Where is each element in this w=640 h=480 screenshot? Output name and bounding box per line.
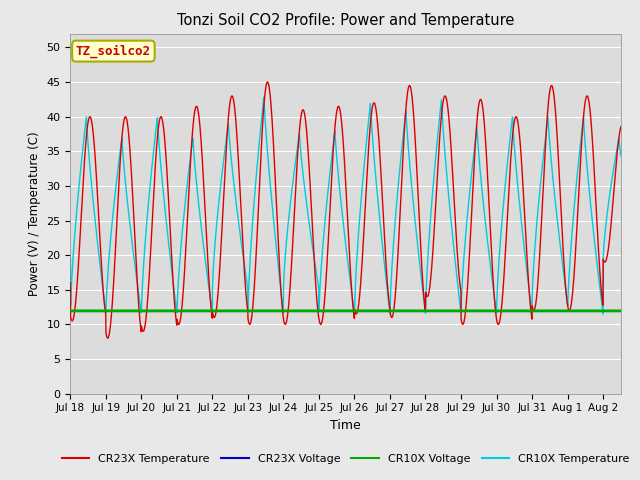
Legend: CR23X Temperature, CR23X Voltage, CR10X Voltage, CR10X Temperature: CR23X Temperature, CR23X Voltage, CR10X … (57, 450, 634, 468)
Title: Tonzi Soil CO2 Profile: Power and Temperature: Tonzi Soil CO2 Profile: Power and Temper… (177, 13, 515, 28)
X-axis label: Time: Time (330, 419, 361, 432)
Text: TZ_soilco2: TZ_soilco2 (76, 44, 151, 58)
Y-axis label: Power (V) / Temperature (C): Power (V) / Temperature (C) (28, 132, 41, 296)
